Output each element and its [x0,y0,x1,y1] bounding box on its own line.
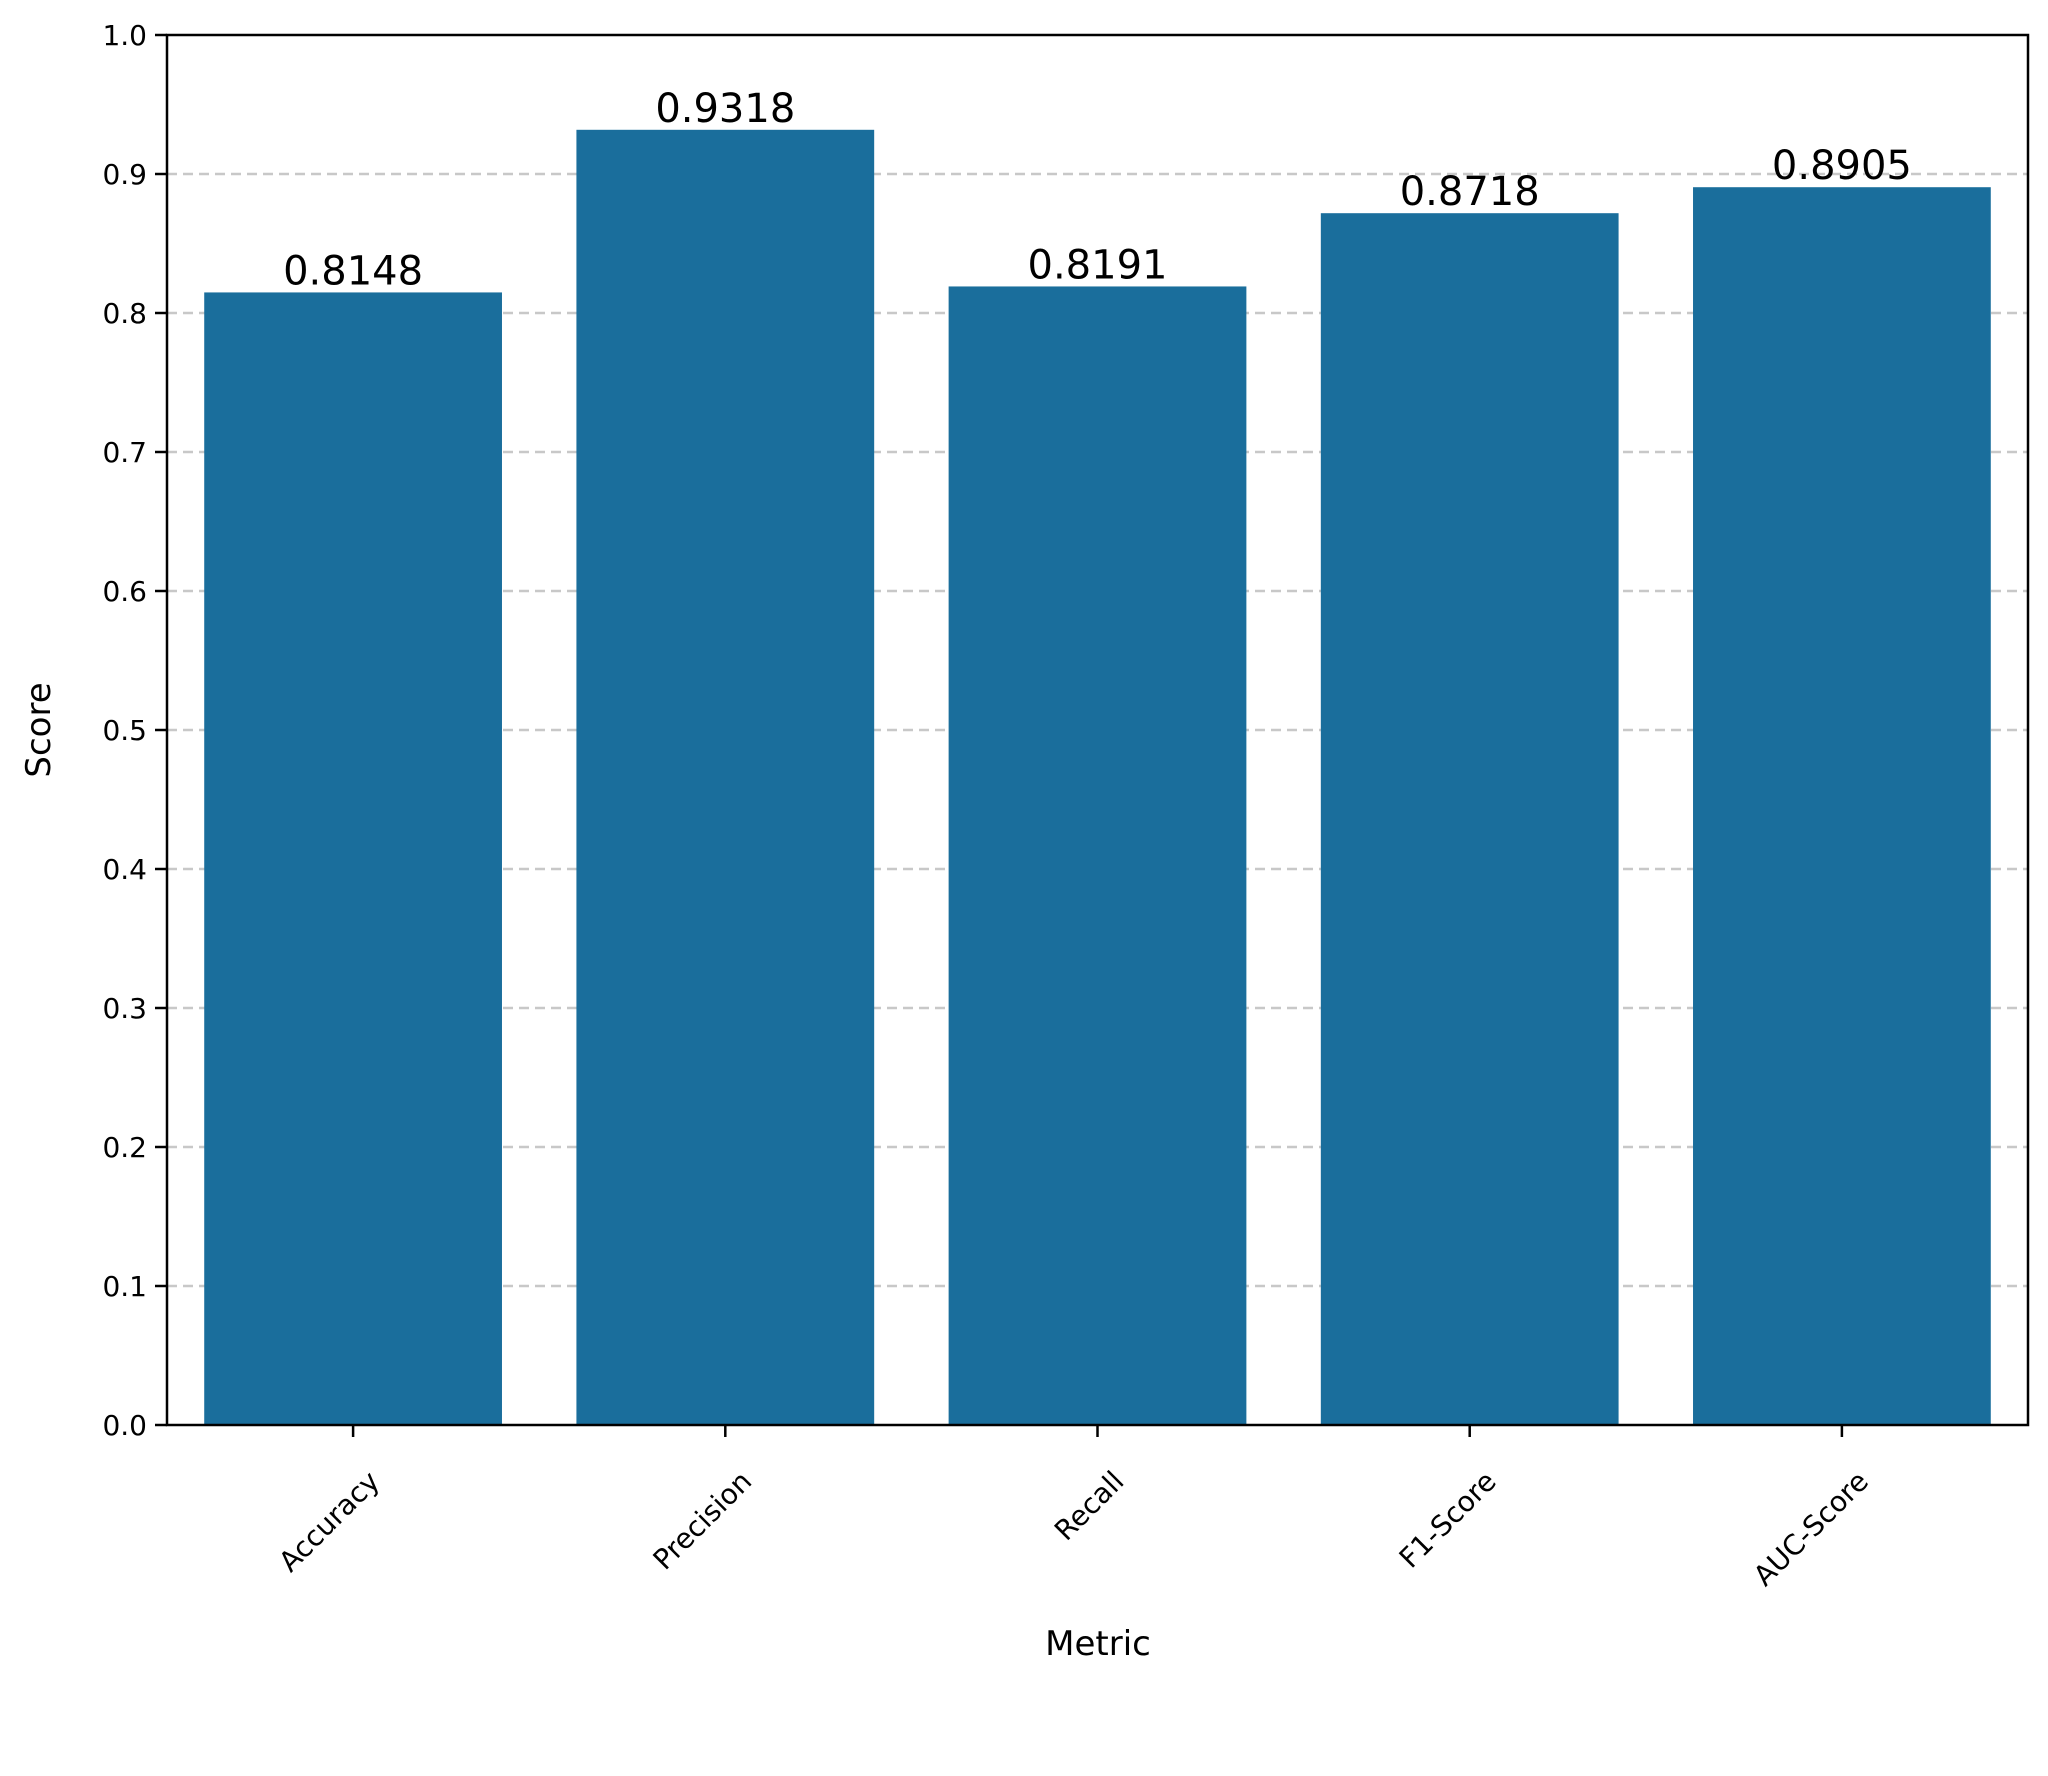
x-tick-label-auc-score: AUC-Score [1747,1465,1875,1593]
bar-recall [948,286,1247,1426]
x-tick-label-accuracy: Accuracy [272,1465,386,1579]
y-tick-label: 0.6 [102,575,147,608]
bar-precision [576,129,875,1426]
bar-accuracy [204,292,502,1426]
y-tick-label: 0.5 [102,714,147,747]
value-label-layer: 0.8148 0.9318 0.8191 0.8718 0.8905 [283,86,1912,295]
y-axis-label: Score [19,682,59,777]
value-label-accuracy: 0.8148 [283,248,423,294]
bar-layer [204,129,1991,1426]
y-tick-layer: 0.0 0.1 0.2 0.3 0.4 0.5 0.6 0.7 0.8 0.9 1.0 [102,19,167,1442]
value-label-precision: 0.9318 [655,86,795,132]
y-tick-label: 0.2 [102,1131,147,1164]
x-axis-label: Metric [1045,1624,1151,1664]
y-tick-label: 0.7 [102,436,147,469]
value-label-f1-score: 0.8718 [1400,169,1540,215]
bar-f1-score [1320,213,1619,1425]
y-tick-label: 0.1 [102,1270,147,1303]
y-tick-label: 0.9 [102,158,147,191]
x-tick-label-precision: Precision [647,1465,759,1577]
x-tick-label-recall: Recall [1048,1465,1130,1547]
value-label-recall: 0.8191 [1028,242,1168,288]
y-tick-label: 1.0 [102,19,147,52]
bar-auc-score [1693,187,1991,1426]
y-tick-label: 0.8 [102,297,147,330]
x-tick-layer: Accuracy Precision Recall F1-Score AUC-Score [272,1425,1875,1592]
y-tick-label: 0.4 [102,853,147,886]
y-tick-label: 0.0 [102,1409,147,1442]
value-label-auc-score: 0.8905 [1772,143,1912,189]
x-tick-label-f1-score: F1-Score [1393,1465,1503,1575]
y-tick-label: 0.3 [102,992,147,1025]
